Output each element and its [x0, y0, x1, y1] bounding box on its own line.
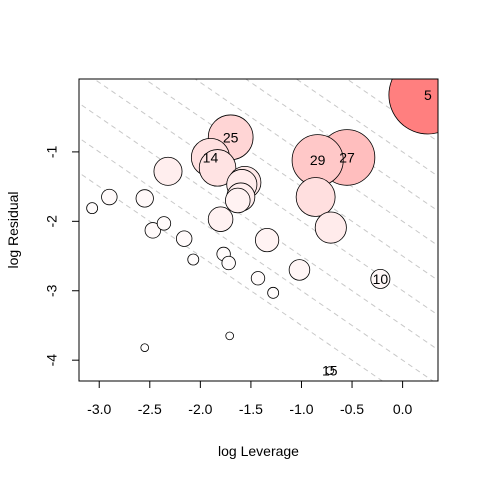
- data-point: [288, 259, 311, 281]
- y-axis-label: log Residual: [5, 191, 21, 268]
- data-point: [156, 216, 172, 231]
- y-tick-label: -4: [44, 354, 60, 367]
- data-point: [140, 343, 150, 352]
- y-tick-label: -2: [44, 215, 60, 228]
- point-label: 15: [322, 363, 338, 379]
- data-point: [198, 149, 237, 187]
- x-axis: -3.0 -2.5 -2.0 -1.5 -1.0 -0.5 0.0: [87, 380, 413, 417]
- data-point: [187, 253, 200, 266]
- points-layer: [86, 79, 438, 375]
- data-point: [267, 286, 280, 299]
- point-label: 5: [424, 87, 432, 103]
- data-point: [250, 271, 266, 286]
- data-point: [325, 366, 335, 375]
- data-point: [370, 268, 391, 289]
- reference-line: [79, 172, 384, 381]
- point-label: 10: [373, 271, 389, 287]
- x-tick-label: 0.0: [393, 401, 413, 417]
- data-point: [144, 222, 162, 239]
- data-point: [101, 188, 118, 206]
- y-tick-label: -1: [44, 145, 60, 158]
- x-axis-label: log Leverage: [218, 443, 299, 459]
- x-tick-label: -2.0: [188, 401, 212, 417]
- data-point: [314, 211, 347, 244]
- data-point: [225, 187, 251, 214]
- x-tick-label: -2.5: [138, 401, 162, 417]
- data-point: [207, 206, 234, 232]
- point-label: 27: [339, 149, 355, 165]
- data-point: [135, 189, 154, 208]
- point-label: 14: [203, 149, 219, 165]
- y-tick-label: -3: [44, 284, 60, 297]
- data-point: [221, 255, 236, 271]
- plot-frame: [78, 78, 439, 382]
- x-tick-label: -3.0: [87, 401, 111, 417]
- point-label: 25: [223, 129, 239, 145]
- x-tick-label: -1.5: [239, 401, 263, 417]
- data-point: [153, 156, 183, 186]
- x-tick-label: -1.0: [289, 401, 313, 417]
- data-point: [225, 331, 234, 341]
- point-label: 29: [310, 152, 326, 168]
- data-point: [86, 202, 99, 215]
- data-point: [388, 79, 438, 135]
- point-labels: 5 25 27 29 14 10 15: [203, 87, 432, 379]
- x-tick-label: -0.5: [340, 401, 364, 417]
- y-axis: -1 -2 -3 -4: [44, 145, 80, 367]
- data-point: [254, 227, 280, 253]
- data-point: [295, 177, 336, 217]
- data-point: [175, 230, 193, 247]
